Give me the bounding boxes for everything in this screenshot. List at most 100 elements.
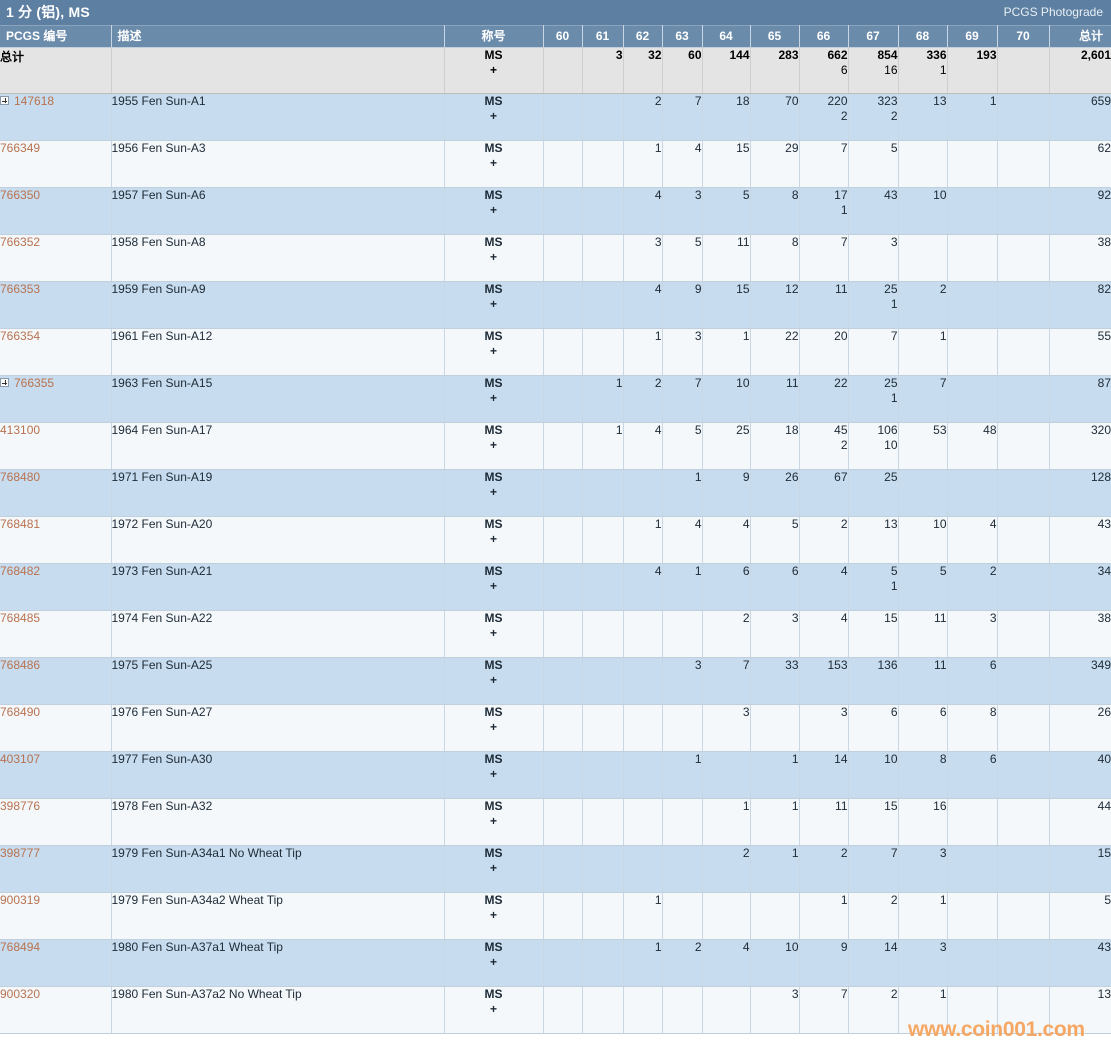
- table-row[interactable]: 766355 1963 Fen Sun-A15 MS +1 2 7 10 11 22 25 1 7 87: [0, 375, 1111, 423]
- table-row[interactable]: 766350 1957 Fen Sun-A6 MS +4 3 5 8 17 1 43 10 92: [0, 187, 1111, 235]
- cell-pcgs-no[interactable]: 147618: [0, 93, 112, 141]
- cell-grade-64: 10: [702, 375, 751, 423]
- cell-grade-69: 6: [947, 751, 998, 799]
- pcgs-number-link[interactable]: 768490: [0, 705, 41, 719]
- col-header-grade-65[interactable]: 65: [750, 25, 800, 48]
- cell-pcgs-no[interactable]: 766350: [0, 187, 112, 235]
- col-header-grade-67[interactable]: 67: [848, 25, 899, 48]
- cell-pcgs-no[interactable]: 768494: [0, 939, 112, 987]
- col-header-grade-70[interactable]: 70: [997, 25, 1050, 48]
- cell-pcgs-no[interactable]: 403107: [0, 751, 112, 799]
- cell-pcgs-no[interactable]: 398777: [0, 845, 112, 893]
- cell-pcgs-no[interactable]: 766352: [0, 234, 112, 282]
- table-row[interactable]: 768480 1971 Fen Sun-A19 MS +1 9 26 67 25 128: [0, 469, 1111, 517]
- cell-pcgs-no[interactable]: 768482: [0, 563, 112, 611]
- cell-pcgs-no[interactable]: 766353: [0, 281, 112, 329]
- cell-pcgs-no[interactable]: 766349: [0, 140, 112, 188]
- col-header-grade-62[interactable]: 62: [623, 25, 663, 48]
- cell-pcgs-no[interactable]: 768481: [0, 516, 112, 564]
- cell-grade-61: [582, 93, 624, 141]
- table-row[interactable]: 768485 1974 Fen Sun-A22 MS +2 3 4 15 11 3 38: [0, 610, 1111, 658]
- table-row[interactable]: 147618 1955 Fen Sun-A1 MS +2 7 18 70 220 2 323 2 13…: [0, 93, 1111, 141]
- designation-main: MS: [484, 564, 503, 578]
- table-row[interactable]: 768481 1972 Fen Sun-A20 MS +1 4 4 5 2 13 10 4 43: [0, 516, 1111, 564]
- col-header-grade-60[interactable]: 60: [543, 25, 583, 48]
- cell-pcgs-no[interactable]: 900319: [0, 892, 112, 940]
- cell-pcgs-no[interactable]: 413100: [0, 422, 112, 470]
- col-header-grade-69[interactable]: 69: [947, 25, 998, 48]
- cell-grade-61: [582, 939, 624, 987]
- pcgs-number-link[interactable]: 766350: [0, 188, 41, 202]
- table-row[interactable]: 766353 1959 Fen Sun-A9 MS +4 9 15 12 11 25 1 2 82: [0, 281, 1111, 329]
- col-header-total[interactable]: 总计: [1049, 25, 1111, 48]
- pcgs-number-link[interactable]: 147618: [14, 94, 55, 108]
- pcgs-number-link[interactable]: 398776: [0, 799, 41, 813]
- grade-count: 9: [840, 940, 848, 954]
- cell-grade-64: 2: [702, 610, 751, 658]
- table-row[interactable]: 398776 1978 Fen Sun-A32 MS +1 1 11 15 16 44: [0, 798, 1111, 846]
- table-row[interactable]: 766354 1961 Fen Sun-A12 MS +1 3 1 22 20 7 1 55: [0, 328, 1111, 376]
- cell-description: 1964 Fen Sun-A17: [111, 422, 445, 470]
- cell-description: 1961 Fen Sun-A12: [111, 328, 445, 376]
- cell-grade-68: 16: [898, 798, 948, 846]
- cell-row-total: 43: [1049, 516, 1111, 564]
- cell-pcgs-no[interactable]: 768486: [0, 657, 112, 705]
- table-row[interactable]: 768494 1980 Fen Sun-A37a1 Wheat Tip MS +1 2 4…: [0, 939, 1111, 987]
- pcgs-number-link[interactable]: 766354: [0, 329, 41, 343]
- table-row[interactable]: 900320 1980 Fen Sun-A37a2 No Wheat Tip MS +…: [0, 986, 1111, 1034]
- col-header-grade-63[interactable]: 63: [662, 25, 703, 48]
- cell-pcgs-no[interactable]: 768490: [0, 704, 112, 752]
- cell-grade-62: [623, 798, 663, 846]
- grade-count: 6: [989, 752, 997, 766]
- cell-pcgs-no[interactable]: 766354: [0, 328, 112, 376]
- cell-grade-70: [997, 939, 1050, 987]
- table-row[interactable]: 398777 1979 Fen Sun-A34a1 No Wheat Tip MS +…: [0, 845, 1111, 893]
- pcgs-number-link[interactable]: 403107: [0, 752, 41, 766]
- col-header-pcgs-no[interactable]: PCGS 编号: [0, 25, 112, 48]
- pcgs-number-link[interactable]: 413100: [0, 423, 41, 437]
- cell-pcgs-no[interactable]: 398776: [0, 798, 112, 846]
- col-header-grade-61[interactable]: 61: [582, 25, 624, 48]
- col-header-designation[interactable]: 称号: [444, 25, 544, 48]
- pcgs-number-link[interactable]: 768486: [0, 658, 41, 672]
- expand-icon[interactable]: [0, 96, 9, 106]
- cell-pcgs-no[interactable]: 900320: [0, 986, 112, 1034]
- col-header-grade-66[interactable]: 66: [799, 25, 849, 48]
- expand-icon[interactable]: [0, 378, 9, 388]
- pcgs-number-link[interactable]: 768481: [0, 517, 41, 531]
- grade-count: 4: [654, 188, 662, 202]
- cell-pcgs-no[interactable]: 768485: [0, 610, 112, 658]
- table-row[interactable]: 403107 1977 Fen Sun-A30 MS +1 1 14 10 8 6 40: [0, 751, 1111, 799]
- cell-pcgs-no[interactable]: 768480: [0, 469, 112, 517]
- cell-grade-64: 4: [702, 939, 751, 987]
- pcgs-number-link[interactable]: 766352: [0, 235, 41, 249]
- table-row[interactable]: 413100 1964 Fen Sun-A17 MS +1 4 5 25 18 45 2 106 10…: [0, 422, 1111, 470]
- grade-count: 193: [976, 48, 997, 62]
- grade-count: 7: [840, 141, 848, 155]
- pcgs-number-link[interactable]: 900319: [0, 893, 41, 907]
- pcgs-number-link[interactable]: 768494: [0, 940, 41, 954]
- cell-description: 1971 Fen Sun-A19: [111, 469, 445, 517]
- totals-cell-7: 854 16: [848, 47, 899, 94]
- col-header-description[interactable]: 描述: [111, 25, 445, 48]
- pcgs-number-link[interactable]: 900320: [0, 987, 41, 1001]
- table-row[interactable]: 768486 1975 Fen Sun-A25 MS +3 7 33 153 136 11 6 34…: [0, 657, 1111, 705]
- table-row[interactable]: 766352 1958 Fen Sun-A8 MS +3 5 11 8 7 3 38: [0, 234, 1111, 282]
- pcgs-number-link[interactable]: 766355: [14, 376, 55, 390]
- pcgs-number-link[interactable]: 768485: [0, 611, 41, 625]
- table-row[interactable]: 900319 1979 Fen Sun-A34a2 Wheat Tip MS +1 1 2…: [0, 892, 1111, 940]
- table-row[interactable]: 768482 1973 Fen Sun-A21 MS +4 1 6 6 4 5 1 5 2 34: [0, 563, 1111, 611]
- table-row[interactable]: 766349 1956 Fen Sun-A3 MS +1 4 15 29 7 5 62: [0, 140, 1111, 188]
- cell-pcgs-no[interactable]: 766355: [0, 375, 112, 423]
- col-header-grade-64[interactable]: 64: [702, 25, 751, 48]
- cell-grade-69: [947, 375, 998, 423]
- pcgs-number-link[interactable]: 766349: [0, 141, 41, 155]
- pcgs-number-link[interactable]: 768480: [0, 470, 41, 484]
- pcgs-number-link[interactable]: 768482: [0, 564, 41, 578]
- pcgs-number-link[interactable]: 766353: [0, 282, 41, 296]
- table-row[interactable]: 768490 1976 Fen Sun-A27 MS +3 3 6 6 8 26: [0, 704, 1111, 752]
- col-header-grade-68[interactable]: 68: [898, 25, 948, 48]
- cell-grade-60: [543, 375, 583, 423]
- pcgs-number-link[interactable]: 398777: [0, 846, 41, 860]
- cell-description: 1979 Fen Sun-A34a1 No Wheat Tip: [111, 845, 445, 893]
